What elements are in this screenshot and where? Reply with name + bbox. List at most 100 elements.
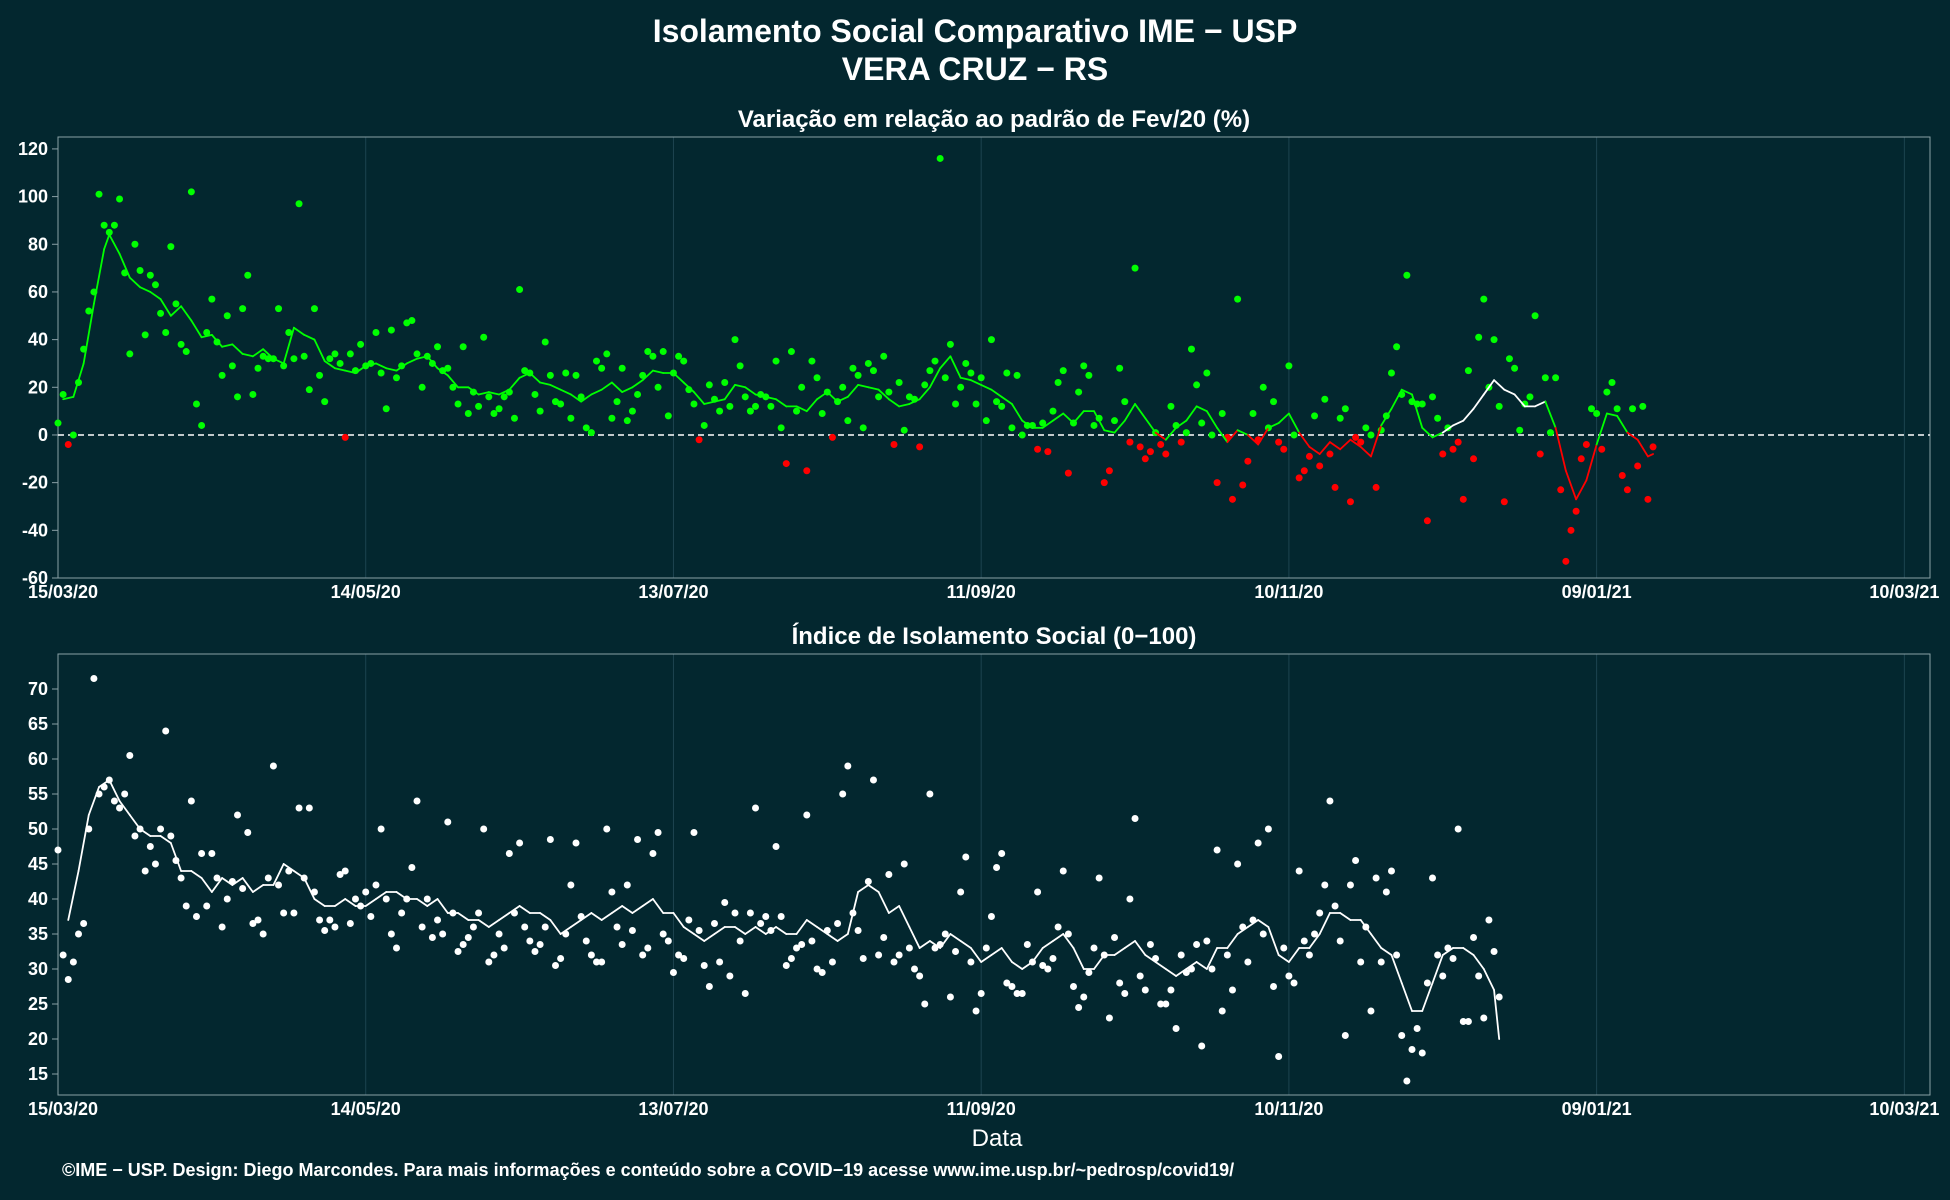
chart1-moving-average-segment — [303, 877, 316, 900]
chart1-data-point — [1275, 1053, 1283, 1060]
chart0-data-point — [1018, 431, 1026, 439]
chart0-data-point — [1049, 407, 1057, 415]
chart1-data-point — [275, 881, 283, 889]
chart0-data-point — [895, 379, 903, 387]
chart0-data-point — [126, 350, 134, 358]
chart0-data-point — [141, 331, 149, 339]
chart1-data-point — [1280, 944, 1288, 952]
chart1-moving-average-segment — [580, 912, 593, 921]
chart1-moving-average-segment — [703, 933, 716, 942]
chart1-data-point — [480, 825, 488, 833]
chart1-y-tick-label: 35 — [28, 924, 48, 944]
chart1-moving-average-segment — [1472, 954, 1485, 970]
chart0-data-point — [1121, 398, 1129, 406]
chart0-moving-average-segment — [169, 305, 182, 317]
main-title-line1: Isolamento Social Comparativo IME − USP — [653, 13, 1298, 49]
chart1-moving-average-segment — [939, 933, 952, 949]
chart1-data-point — [526, 937, 534, 945]
chart0-data-point — [628, 407, 636, 415]
chart0-moving-average-segment — [1041, 419, 1054, 429]
chart0-moving-average-segment — [1329, 441, 1342, 451]
chart1-moving-average-segment — [569, 919, 583, 928]
chart0-data-point — [1505, 355, 1513, 363]
chart0-moving-average-segment — [282, 326, 295, 365]
chart1-moving-average-segment — [970, 947, 983, 963]
chart0-data-point — [572, 371, 580, 379]
chart1-data-point — [516, 839, 524, 847]
chart1-data-point — [741, 990, 749, 997]
chart0-moving-average-segment — [1359, 445, 1372, 458]
chart0-moving-average-segment — [826, 391, 839, 403]
chart0-data-point — [936, 154, 944, 162]
chart1-moving-average-segment — [1462, 947, 1475, 956]
chart1-data-point — [531, 948, 539, 955]
chart0-moving-average-segment — [1052, 412, 1065, 422]
chart0-moving-average-segment — [1288, 412, 1301, 434]
chart0-data-point — [967, 369, 975, 377]
chart1-moving-average-segment — [1154, 961, 1167, 970]
chart1-moving-average-segment — [159, 835, 172, 844]
chart1-data-point — [1485, 916, 1493, 924]
chart1-data-point — [331, 923, 339, 931]
chart1-data-point — [1480, 1014, 1488, 1022]
chart0-data-point — [239, 305, 247, 313]
chart1-moving-average-segment — [928, 940, 942, 949]
chart0-data-point — [562, 369, 570, 377]
chart0-moving-average-segment — [1472, 393, 1485, 410]
chart0-data-point — [244, 271, 252, 279]
chart0-data-point — [1111, 417, 1119, 425]
chart0-data-point — [1531, 312, 1539, 320]
chart0-moving-average-segment — [1000, 395, 1013, 405]
chart1-data-point — [1382, 888, 1390, 896]
chart0-data-point — [1290, 431, 1298, 439]
chart0-data-point — [1429, 393, 1437, 401]
chart1-moving-average-segment — [805, 919, 818, 928]
chart0-moving-average-segment — [857, 384, 870, 389]
chart0-moving-average-segment — [908, 398, 921, 405]
chart0-moving-average-segment — [754, 393, 767, 398]
chart1-y-tick-label: 20 — [28, 1029, 48, 1049]
chart1-data-point — [1454, 825, 1462, 833]
chart0-data-point — [1131, 264, 1139, 272]
chart1-data-point — [987, 913, 995, 920]
chart0-data-point — [1557, 486, 1565, 494]
chart0-data-point — [864, 359, 872, 367]
chart0-data-point — [1259, 383, 1267, 391]
chart1-data-point — [1126, 895, 1134, 903]
chart1-data-point — [1259, 930, 1267, 938]
chart0-moving-average-segment — [1134, 403, 1147, 420]
chart1-moving-average-segment — [795, 919, 808, 935]
chart1-data-point — [1013, 990, 1021, 997]
chart0-data-point — [1234, 295, 1242, 303]
chart0-data-point — [582, 424, 590, 432]
chart1-moving-average-segment — [1113, 947, 1126, 956]
chart1-data-point — [1295, 867, 1303, 875]
chart0-moving-average-segment — [334, 367, 347, 372]
chart0-data-point — [700, 421, 708, 429]
chart1-data-point — [572, 839, 580, 847]
chart1-data-point — [798, 941, 806, 948]
chart1-data-point — [162, 727, 170, 735]
chart0-data-point — [818, 410, 826, 418]
chart0-data-point — [1280, 445, 1288, 453]
chart0-moving-average-segment — [1534, 400, 1547, 408]
chart0-data-point — [1275, 438, 1283, 446]
chart0-data-point — [1495, 402, 1503, 410]
chart0-data-point — [1336, 414, 1344, 422]
chart0-data-point — [972, 400, 980, 408]
chart0-data-point — [1003, 369, 1011, 377]
chart1-data-point — [213, 874, 221, 882]
chart1-data-point — [608, 888, 616, 896]
chart1-data-point — [1234, 860, 1242, 868]
chart1-moving-average-segment — [1000, 947, 1013, 963]
chart0-moving-average-segment — [251, 348, 265, 358]
chart1-moving-average-segment — [1062, 933, 1075, 949]
chart1-y-tick-label: 70 — [28, 679, 48, 699]
chart0-data-point — [1167, 402, 1175, 410]
chart0-data-point — [977, 374, 985, 382]
chart1-data-point — [946, 993, 954, 1001]
chart1-data-point — [685, 916, 693, 924]
chart0-data-point — [1552, 374, 1560, 382]
chart0-data-point — [1203, 369, 1211, 377]
chart0-data-point — [890, 441, 898, 449]
